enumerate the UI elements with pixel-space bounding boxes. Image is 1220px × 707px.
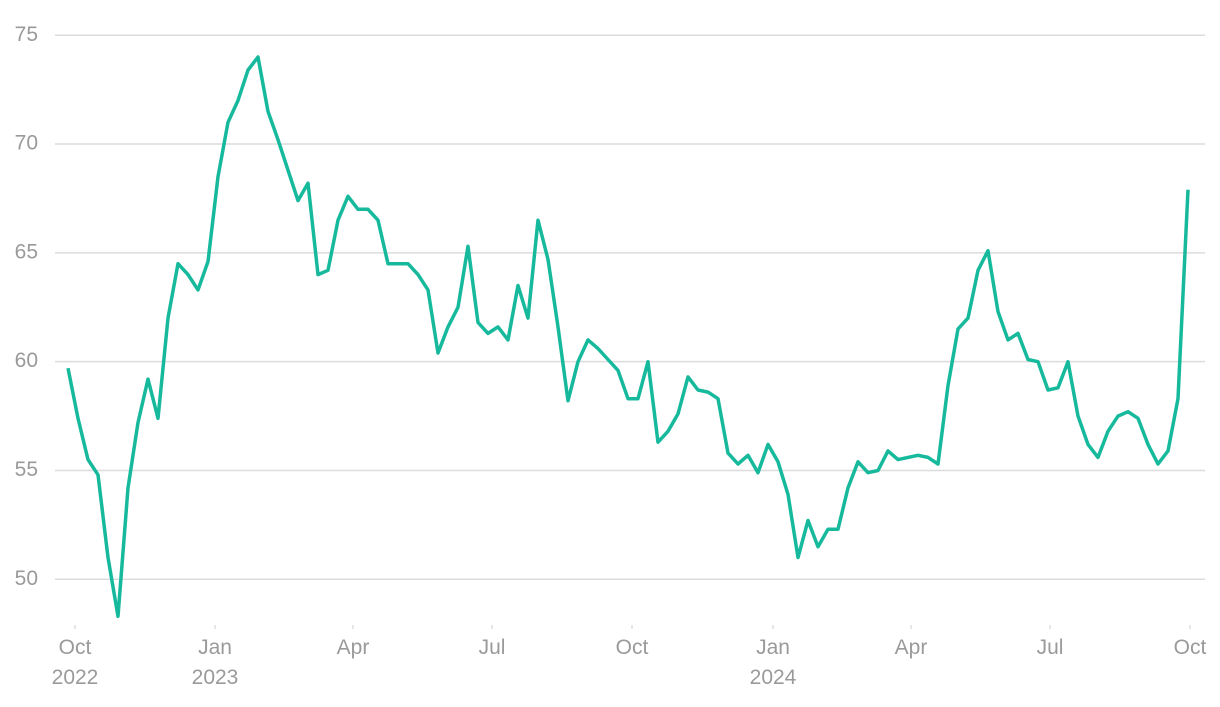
x-tick-label: Jan 2023 xyxy=(192,636,239,689)
y-tick-label: 60 xyxy=(15,349,38,372)
y-tick-label: 65 xyxy=(15,240,38,263)
x-tick-label: Apr xyxy=(895,636,928,659)
x-tick-label: Oct 2022 xyxy=(52,636,99,689)
y-tick-label: 55 xyxy=(15,458,38,481)
y-tick-label: 50 xyxy=(15,567,38,590)
x-tick-label: Apr xyxy=(337,636,370,659)
y-tick-label: 75 xyxy=(15,23,38,46)
x-tick-label: Jul xyxy=(479,636,506,659)
x-tick-label: Jul xyxy=(1037,636,1064,659)
x-tick-label: Oct xyxy=(616,636,649,659)
x-tick-label: Jan 2024 xyxy=(750,636,797,689)
line xyxy=(66,55,1190,619)
x-tick-label: Oct xyxy=(1174,636,1207,659)
y-tick-label: 70 xyxy=(15,132,38,155)
